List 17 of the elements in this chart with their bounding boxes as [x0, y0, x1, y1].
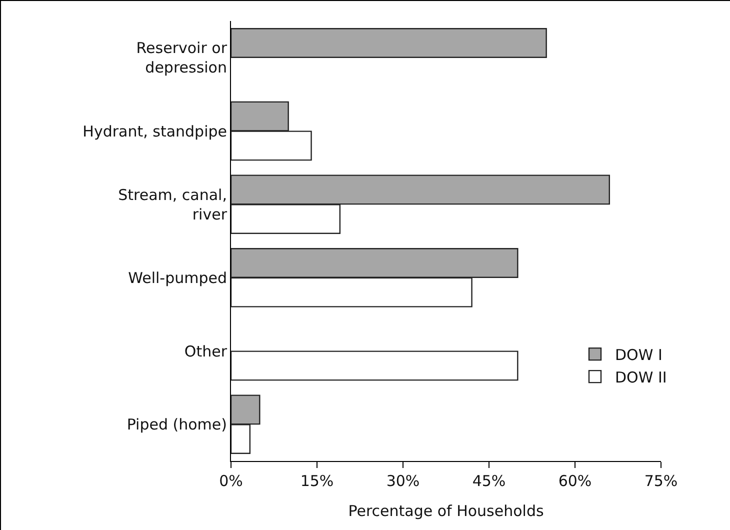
bar	[231, 28, 547, 58]
x-tick-label: 75%	[644, 472, 678, 490]
x-tick-label: 45%	[472, 472, 506, 490]
x-tick-label: 60%	[558, 472, 592, 490]
x-axis-title: Percentage of Households	[348, 502, 544, 520]
y-tick-label: Well-pumped	[128, 268, 227, 287]
y-tick-label: Reservoir or depression	[136, 39, 228, 77]
x-tick-label: 15%	[300, 472, 334, 490]
y-tick-label: Other	[184, 342, 228, 360]
y-tick-label: Piped (home)	[126, 416, 227, 434]
bar	[231, 350, 518, 381]
x-tick-label: 0%	[219, 472, 243, 490]
legend-label: DOW I	[615, 346, 662, 364]
legend-label: DOW II	[615, 368, 667, 386]
y-tick-label: Hydrant, standpipe	[82, 122, 227, 140]
x-tick-label: 30%	[386, 472, 420, 490]
y-tick-label: Stream, canal, river	[118, 186, 228, 224]
